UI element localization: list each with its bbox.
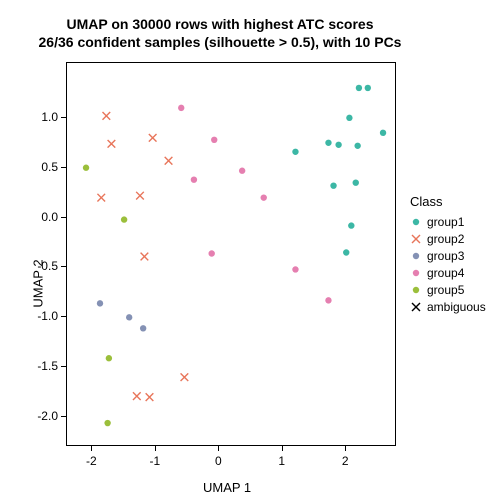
data-point xyxy=(292,149,298,155)
data-point xyxy=(165,157,173,165)
y-tick-label: 0.0 xyxy=(34,210,58,224)
legend-label: group4 xyxy=(427,266,464,280)
data-point xyxy=(108,140,116,148)
y-tick xyxy=(61,117,66,118)
data-point xyxy=(261,194,267,200)
x-tick-label: 2 xyxy=(342,454,349,468)
x-tick-label: -1 xyxy=(150,454,161,468)
legend-label: group2 xyxy=(427,232,464,246)
data-point xyxy=(97,194,105,202)
y-tick xyxy=(61,217,66,218)
legend-item: group2 xyxy=(410,230,486,247)
data-point xyxy=(343,249,349,255)
legend-title: Class xyxy=(410,194,486,209)
legend-label: group1 xyxy=(427,215,464,229)
data-point xyxy=(325,140,331,146)
data-point xyxy=(141,253,149,261)
y-tick xyxy=(61,416,66,417)
legend-swatch-icon xyxy=(410,301,422,313)
data-point xyxy=(348,222,354,228)
x-tick-label: 0 xyxy=(215,454,222,468)
data-point xyxy=(292,266,298,272)
data-point xyxy=(97,300,103,306)
x-axis-label: UMAP 1 xyxy=(203,480,251,495)
x-tick xyxy=(91,446,92,451)
legend-item: ambiguous xyxy=(410,298,486,315)
y-tick xyxy=(61,266,66,267)
y-tick-label: -1.0 xyxy=(34,309,58,323)
plot-area xyxy=(66,62,396,446)
legend-swatch-icon xyxy=(410,284,422,296)
data-point xyxy=(136,192,144,200)
data-point xyxy=(346,115,352,121)
data-point xyxy=(191,176,197,182)
data-point xyxy=(211,137,217,143)
legend-item: group4 xyxy=(410,264,486,281)
data-point xyxy=(104,420,110,426)
x-tick-label: -2 xyxy=(86,454,97,468)
data-point xyxy=(353,179,359,185)
legend-item: group1 xyxy=(410,213,486,230)
y-tick xyxy=(61,316,66,317)
legend-swatch-icon xyxy=(410,250,422,262)
legend-label: ambiguous xyxy=(427,300,486,314)
data-point xyxy=(208,250,214,256)
legend-label: group3 xyxy=(427,249,464,263)
y-tick-label: 0.5 xyxy=(34,160,58,174)
data-point xyxy=(121,216,127,222)
data-point xyxy=(133,392,141,400)
data-point xyxy=(181,373,189,381)
y-tick xyxy=(61,366,66,367)
data-point xyxy=(239,168,245,174)
data-point xyxy=(106,355,112,361)
data-point xyxy=(354,143,360,149)
data-point xyxy=(83,165,89,171)
legend-item: group5 xyxy=(410,281,486,298)
title-line-1: UMAP on 30000 rows with highest ATC scor… xyxy=(0,16,440,32)
x-tick xyxy=(345,446,346,451)
y-tick-label: -2.0 xyxy=(34,409,58,423)
legend-swatch-icon xyxy=(410,233,422,245)
legend-swatch-icon xyxy=(410,216,422,228)
data-point xyxy=(380,130,386,136)
data-point xyxy=(103,112,111,120)
data-point xyxy=(149,134,157,142)
legend-item: group3 xyxy=(410,247,486,264)
data-point xyxy=(140,325,146,331)
x-tick xyxy=(218,446,219,451)
y-tick-label: 1.0 xyxy=(34,110,58,124)
x-tick xyxy=(282,446,283,451)
y-tick-label: -1.5 xyxy=(34,359,58,373)
data-point xyxy=(146,393,154,401)
data-point xyxy=(178,105,184,111)
data-point xyxy=(325,297,331,303)
data-point xyxy=(330,182,336,188)
legend: Class group1 group2 group3 group4 group5 ambi… xyxy=(410,194,486,315)
x-tick-label: 1 xyxy=(278,454,285,468)
data-point xyxy=(365,85,371,91)
y-tick-label: -0.5 xyxy=(34,259,58,273)
data-point xyxy=(335,142,341,148)
x-tick xyxy=(155,446,156,451)
title-line-2: 26/36 confident samples (silhouette > 0.… xyxy=(0,34,440,50)
legend-label: group5 xyxy=(427,283,464,297)
y-tick xyxy=(61,167,66,168)
data-point xyxy=(356,85,362,91)
legend-swatch-icon xyxy=(410,267,422,279)
data-point xyxy=(126,314,132,320)
